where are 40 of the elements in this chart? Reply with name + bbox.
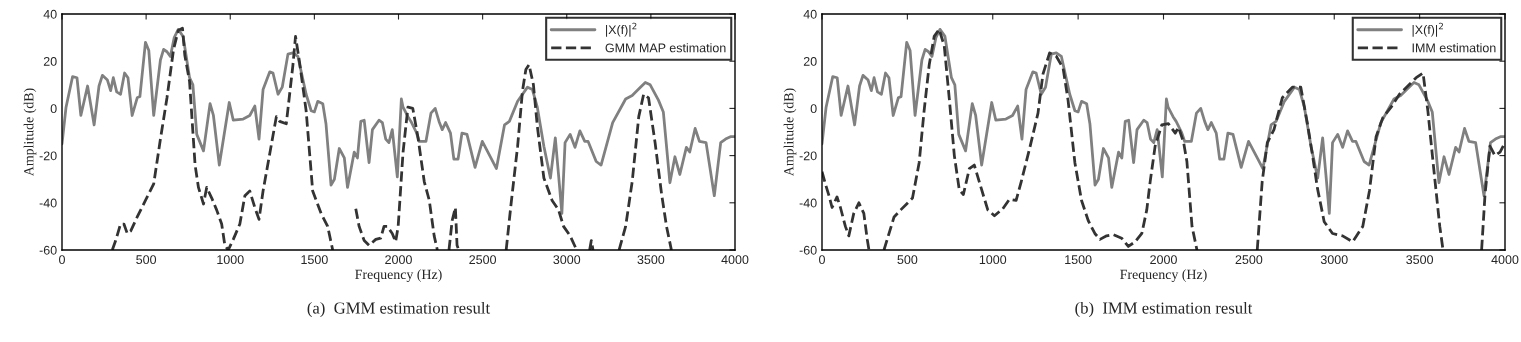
- x-tick-label: 3500: [1406, 255, 1434, 265]
- x-tick-label: 2500: [469, 255, 497, 265]
- x-tick-label: 0: [59, 255, 65, 265]
- y-tick-label: -40: [39, 198, 57, 208]
- y-axis-title: Amplitude (dB): [23, 88, 37, 177]
- y-tick-label: -20: [799, 151, 817, 161]
- x-tick-label: 4000: [721, 255, 749, 265]
- text: (a) GMM estimation result: [307, 301, 491, 318]
- x-tick-label: 1000: [979, 255, 1007, 265]
- y-tick-label: 0: [810, 104, 817, 114]
- x-tick-label: 500: [136, 255, 157, 265]
- y-tick-label: -60: [39, 245, 57, 255]
- y-tick-label: 0: [50, 104, 57, 114]
- x-tick-label: 1500: [1065, 255, 1092, 265]
- x-tick-label: 1000: [217, 255, 244, 265]
- y-tick-label: 40: [803, 9, 817, 19]
- x-tick-label: 1500: [301, 255, 328, 265]
- y-tick-label: -40: [799, 198, 817, 208]
- x-tick-label: 3000: [1320, 255, 1348, 265]
- legend-label: |X(f)|$^{2}$: [1412, 22, 1443, 37]
- y-tick-label: 20: [803, 57, 817, 66]
- x-tick-label: 3000: [553, 255, 581, 265]
- x-tick-label: 2000: [385, 255, 412, 265]
- x-tick-label: 500: [897, 255, 918, 265]
- y-tick-label: -60: [799, 245, 817, 255]
- legend-label: IMM estimation: [1412, 43, 1496, 53]
- y-tick-label: 20: [43, 57, 57, 66]
- x-tick-label: 2500: [1235, 255, 1263, 265]
- x-tick-label: 2000: [1150, 255, 1177, 265]
- x-axis-title: Frequency (Hz): [355, 269, 442, 282]
- x-axis-title: Frequency (Hz): [1120, 269, 1207, 282]
- x-tick-label: 3500: [637, 255, 665, 265]
- text: (b) IMM estimation result: [1075, 301, 1253, 318]
- y-axis-title: Amplitude (dB): [783, 88, 797, 177]
- legend-label: GMM MAP estimation: [605, 43, 726, 53]
- x-tick-label: 4000: [1491, 255, 1519, 265]
- legend-label: |X(f)|$^{2}$: [606, 22, 637, 37]
- y-tick-label: 40: [43, 9, 57, 19]
- x-tick-label: 0: [819, 255, 825, 265]
- y-tick-label: -20: [39, 151, 57, 161]
